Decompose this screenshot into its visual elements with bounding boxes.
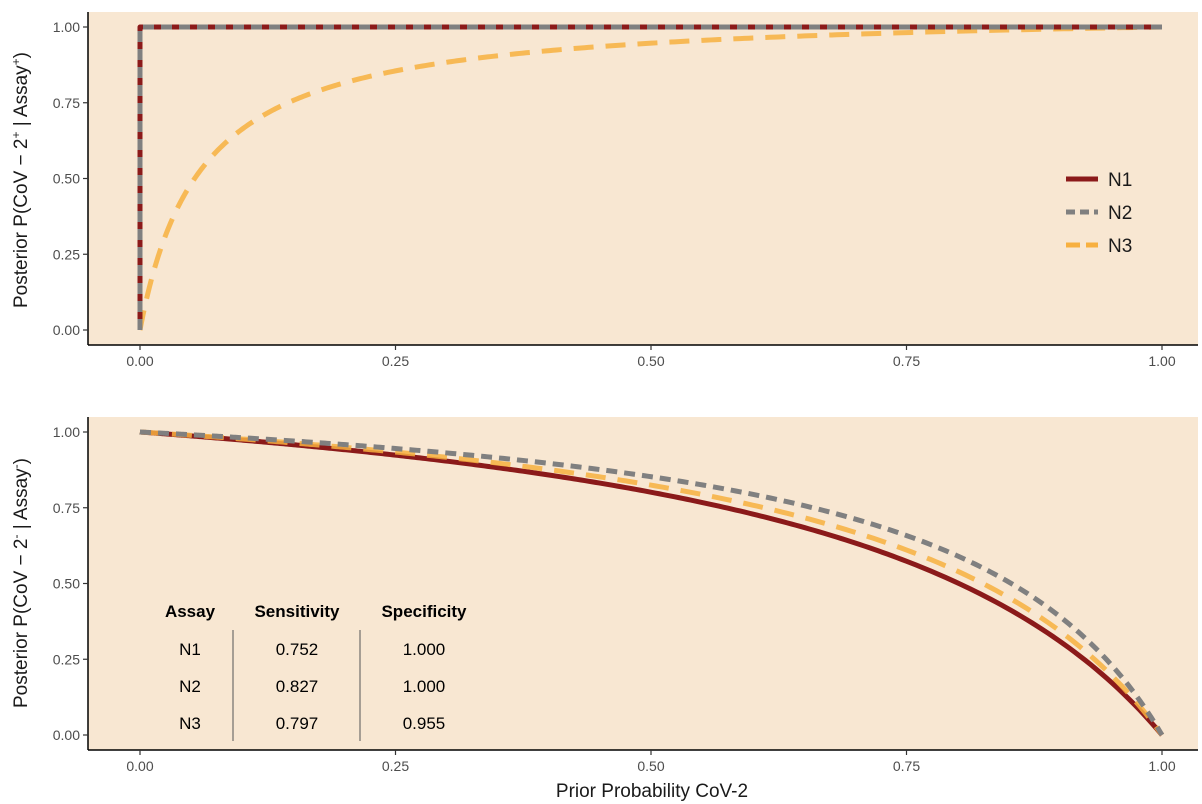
table-cell: 1.000 bbox=[403, 677, 446, 696]
top-y-tick-label: 1.00 bbox=[53, 19, 80, 35]
table-cell: 0.752 bbox=[276, 640, 319, 659]
top-line-n3 bbox=[137, 24, 1163, 333]
table-header: Sensitivity bbox=[254, 602, 340, 621]
top-series-lines bbox=[137, 24, 1163, 333]
table-cell: N1 bbox=[179, 640, 201, 659]
bottom-x-tick-label: 1.00 bbox=[1148, 758, 1175, 774]
top-panel: 0.00 0.25 0.50 0.75 1.00 0.00 0.25 0.50 0.75 1.0… bbox=[9, 12, 1198, 369]
top-y-tick-label: 0.00 bbox=[53, 322, 80, 338]
top-line-n2 bbox=[137, 24, 1162, 330]
bottom-series-lines bbox=[137, 429, 1165, 737]
table-header: Assay bbox=[165, 602, 216, 621]
legend: N1 N2 N3 bbox=[1066, 170, 1132, 257]
top-x-tick-label: 0.25 bbox=[382, 353, 409, 369]
table-cell: 0.955 bbox=[403, 714, 446, 733]
top-x-tick-label: 0.50 bbox=[637, 353, 664, 369]
top-x-tick-label: 0.00 bbox=[126, 353, 153, 369]
top-y-axis-title: Posterior P(CoV − 2+ | Assay+) bbox=[9, 52, 32, 308]
x-axis-title: Prior Probability CoV-2 bbox=[556, 781, 748, 802]
bottom-y-tick-label: 0.75 bbox=[53, 500, 80, 516]
table-cell: 0.827 bbox=[276, 677, 319, 696]
bottom-y-ticks: 0.00 0.25 0.50 0.75 1.00 bbox=[53, 424, 88, 743]
table-cell: 0.797 bbox=[276, 714, 319, 733]
bottom-line-n3 bbox=[137, 429, 1165, 737]
bottom-y-tick-label: 0.00 bbox=[53, 727, 80, 743]
top-y-ticks: 0.00 0.25 0.50 0.75 1.00 bbox=[53, 19, 88, 338]
bottom-x-tick-label: 0.00 bbox=[126, 758, 153, 774]
assay-table: Assay Sensitivity Specificity N1 0.752 1.000 N… bbox=[165, 602, 467, 741]
table-cell: N3 bbox=[179, 714, 201, 733]
bottom-y-tick-label: 0.50 bbox=[53, 576, 80, 592]
top-y-tick-label: 0.75 bbox=[53, 95, 80, 111]
top-y-tick-label: 0.25 bbox=[53, 246, 80, 262]
bottom-x-ticks: 0.00 0.25 0.50 0.75 1.00 bbox=[126, 750, 1176, 774]
top-x-tick-label: 0.75 bbox=[893, 353, 920, 369]
bottom-y-tick-label: 1.00 bbox=[53, 424, 80, 440]
table-cell: N2 bbox=[179, 677, 201, 696]
bottom-y-axis-title: Posterior P(CoV − 2- | Assay-) bbox=[9, 458, 32, 708]
legend-label-n3: N3 bbox=[1108, 236, 1132, 257]
bottom-y-tick-label: 0.25 bbox=[53, 651, 80, 667]
legend-label-n1: N1 bbox=[1108, 170, 1132, 191]
top-y-tick-label: 0.50 bbox=[53, 171, 80, 187]
top-x-tick-label: 1.00 bbox=[1148, 353, 1175, 369]
bottom-line-n2 bbox=[137, 429, 1165, 737]
top-panel-background bbox=[88, 12, 1198, 345]
bottom-x-tick-label: 0.25 bbox=[382, 758, 409, 774]
bottom-panel-background bbox=[88, 417, 1198, 750]
bottom-x-tick-label: 0.50 bbox=[637, 758, 664, 774]
table-cell: 1.000 bbox=[403, 640, 446, 659]
legend-label-n2: N2 bbox=[1108, 203, 1132, 224]
bottom-panel: 0.00 0.25 0.50 0.75 1.00 0.00 0.25 0.50 0.75 1.0… bbox=[9, 417, 1198, 802]
bottom-x-tick-label: 0.75 bbox=[893, 758, 920, 774]
table-header: Specificity bbox=[381, 602, 467, 621]
top-x-ticks: 0.00 0.25 0.50 0.75 1.00 bbox=[126, 345, 1176, 369]
